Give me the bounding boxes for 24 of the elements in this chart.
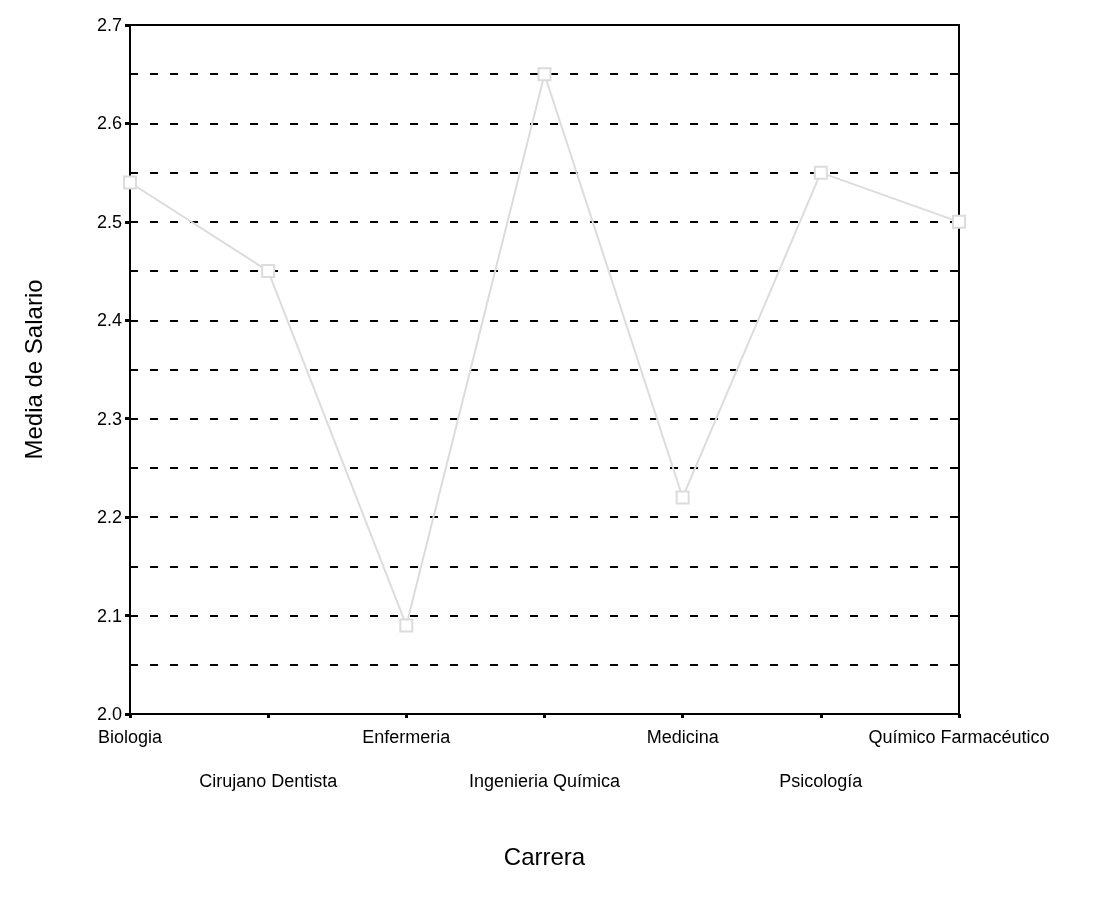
y-tick-label: 2.4	[96, 310, 122, 331]
y-tick-label: 2.0	[96, 704, 122, 724]
point	[261, 264, 276, 279]
point	[123, 175, 137, 190]
y-tick-label: 2.7	[96, 15, 122, 35]
y-tick-label: 2.5	[96, 211, 122, 232]
x-tick-label: Psicología	[779, 771, 864, 791]
x-tick-label: Cirujano Dentista	[199, 771, 339, 791]
point	[675, 490, 690, 505]
point	[813, 165, 828, 180]
x-tick-label: Ingenieria Química	[468, 771, 622, 791]
y-tick-label: 2.6	[96, 113, 122, 134]
y-axis-title: Media de Salario	[19, 279, 47, 460]
y-tick-label: 2.1	[96, 605, 122, 626]
point	[399, 618, 414, 633]
x-axis-title: Carrera	[503, 842, 586, 870]
x-tick-label: Medicina	[646, 727, 720, 747]
x-tick-label: Químico Farmacéutico	[868, 727, 1050, 747]
y-tick-label: 2.2	[96, 507, 122, 528]
point	[952, 214, 966, 229]
x-tick-label: Biologia	[97, 727, 164, 747]
point	[537, 67, 552, 82]
x-tick-label: Enfermeria	[362, 727, 452, 747]
y-tick-label: 2.3	[96, 408, 122, 429]
